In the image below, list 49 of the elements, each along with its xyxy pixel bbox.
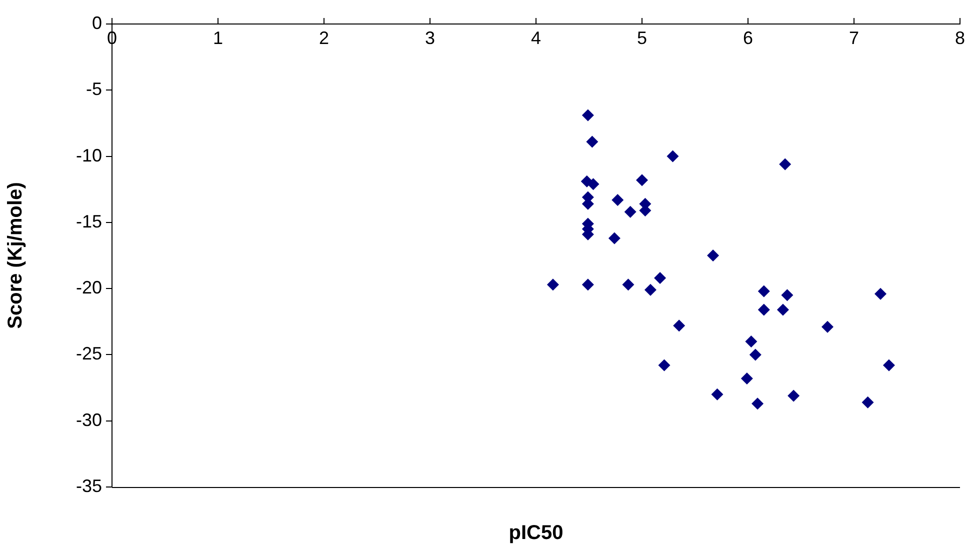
y-tick-label: -5 xyxy=(86,79,102,100)
point xyxy=(776,304,789,316)
y-tick-label: -20 xyxy=(76,278,102,298)
point xyxy=(758,304,770,316)
point xyxy=(608,232,620,244)
x-tick-label: 1 xyxy=(212,28,224,48)
x-tick-label: 2 xyxy=(318,28,330,48)
point xyxy=(749,348,762,361)
point xyxy=(673,320,686,332)
point xyxy=(752,398,764,410)
x-tick-label: 8 xyxy=(954,28,966,48)
point xyxy=(666,150,679,162)
x-tick-label: 5 xyxy=(636,28,648,48)
y-tick-label: -35 xyxy=(76,476,102,496)
x-tick-label: 3 xyxy=(424,28,436,48)
point xyxy=(779,158,792,170)
point xyxy=(882,359,895,372)
y-tick-label: 0 xyxy=(92,12,102,33)
x-tick-label: 4 xyxy=(530,28,542,48)
point xyxy=(586,136,598,148)
point xyxy=(622,278,634,291)
point xyxy=(781,289,794,302)
x-tick-label: 7 xyxy=(848,28,860,48)
point xyxy=(582,278,594,291)
y-tick-label: -25 xyxy=(76,344,102,364)
point xyxy=(587,178,600,190)
y-tick-label: -15 xyxy=(76,211,102,232)
point xyxy=(658,359,670,372)
point xyxy=(745,335,758,348)
y-tick-label: -30 xyxy=(76,410,102,430)
point xyxy=(822,320,834,333)
point xyxy=(612,194,624,206)
point xyxy=(740,372,753,385)
point xyxy=(758,285,770,298)
point xyxy=(862,396,874,408)
point xyxy=(582,109,594,122)
y-tick-label: -10 xyxy=(76,145,102,166)
point xyxy=(654,272,666,284)
point xyxy=(711,388,724,400)
point xyxy=(874,288,886,300)
y-axis-title: Score (Kj/mole) xyxy=(4,182,27,329)
point xyxy=(707,250,720,262)
point xyxy=(636,174,648,186)
point xyxy=(546,278,559,291)
x-axis-title: pIC50 xyxy=(508,522,564,545)
point xyxy=(788,390,800,402)
x-tick-label: 6 xyxy=(742,28,754,48)
point xyxy=(644,284,656,296)
point xyxy=(624,206,636,218)
